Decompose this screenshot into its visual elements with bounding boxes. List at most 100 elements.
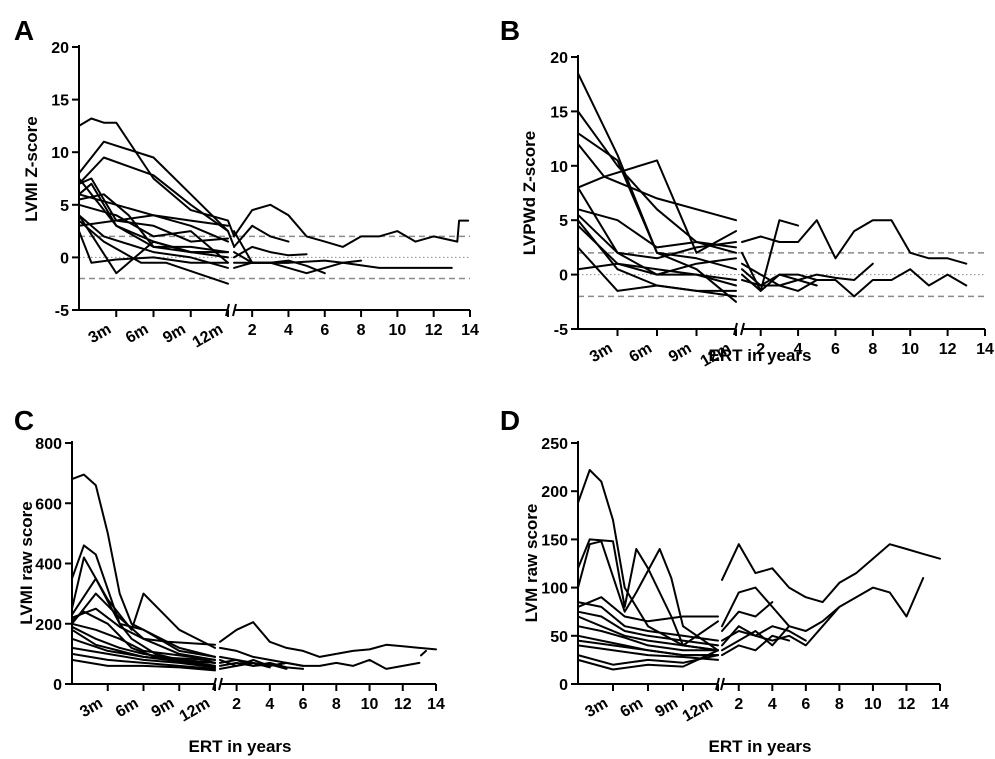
x-tick-label-years: 14 <box>931 696 949 713</box>
x-tick-label-years: 8 <box>332 696 341 713</box>
panel-label: B <box>500 15 520 46</box>
patient-trace-months <box>78 140 229 233</box>
x-tick-label-years: 4 <box>794 341 803 358</box>
y-tick-label: 200 <box>35 617 62 634</box>
patient-trace-months <box>71 607 216 646</box>
patient-trace-months <box>78 156 236 248</box>
x-axis-label: ERT in years <box>189 737 292 756</box>
y-tick-label: -5 <box>55 303 69 320</box>
patient-trace-years <box>219 621 437 658</box>
x-tick-label-years: 6 <box>801 696 810 713</box>
x-tick-label-years: 4 <box>284 322 293 339</box>
y-tick-label: 20 <box>51 40 69 57</box>
x-tick-label-months: 6m <box>626 340 655 366</box>
patient-trace-months <box>577 186 737 260</box>
patient-trace-months <box>577 224 737 287</box>
panel-c: 0 200 400 600 800 3m 6m 9m 12m 2 4 6 8 10 12 14 LVMI raw… <box>14 405 445 756</box>
y-tick-label: 10 <box>51 145 69 162</box>
patient-trace-months <box>577 538 719 647</box>
patient-trace-months <box>71 622 216 664</box>
y-tick-label: 800 <box>35 436 62 453</box>
x-tick-label-years: 6 <box>299 696 308 713</box>
y-tick-label: 100 <box>541 581 568 598</box>
axis-break-mark <box>740 322 745 336</box>
axis-break-mark <box>218 677 223 691</box>
patient-trace-months <box>577 143 737 222</box>
x-tick-label-years: 10 <box>361 696 379 713</box>
y-tick-label: 0 <box>60 250 69 267</box>
x-tick-label-months: 3m <box>86 321 115 347</box>
y-axis-label: LVMI Z-score <box>22 116 41 221</box>
y-tick-label: 0 <box>53 677 62 694</box>
patient-trace-years <box>233 224 290 248</box>
x-tick-label-years: 10 <box>388 322 406 339</box>
patient-trace-months <box>78 214 229 243</box>
x-tick-label-years: 6 <box>831 341 840 358</box>
panel-label: D <box>500 405 520 436</box>
patient-trace-months <box>577 644 719 661</box>
patient-trace-years <box>420 649 427 657</box>
patient-trace-years <box>721 601 774 632</box>
patient-trace-years <box>219 658 305 667</box>
patient-trace-months <box>71 556 216 649</box>
patient-trace-months <box>577 540 719 652</box>
y-tick-label: 150 <box>541 532 568 549</box>
patient-trace-years <box>721 625 791 652</box>
patient-trace-months <box>577 639 719 657</box>
x-tick-label-years: 12 <box>425 322 443 339</box>
y-tick-label: 200 <box>541 484 568 501</box>
y-tick-label: 5 <box>559 213 568 230</box>
y-tick-label: -5 <box>554 322 568 339</box>
x-tick-label-years: 4 <box>265 696 274 713</box>
patient-trace-months <box>78 214 229 269</box>
x-tick-label-months: 3m <box>77 695 106 721</box>
patient-trace-years <box>721 625 807 642</box>
patient-trace-months <box>71 652 216 670</box>
panel-label: C <box>14 405 34 436</box>
y-tick-label: 20 <box>550 50 568 67</box>
x-axis-label: ERT in years <box>709 737 812 756</box>
x-tick-label-years: 4 <box>768 696 777 713</box>
y-tick-label: 400 <box>35 557 62 574</box>
patient-trace-months <box>577 610 719 647</box>
x-tick-label-years: 8 <box>835 696 844 713</box>
patient-trace-months <box>71 610 216 661</box>
x-tick-label-years: 14 <box>461 322 479 339</box>
patient-trace-years <box>721 634 791 657</box>
y-tick-label: 0 <box>559 677 568 694</box>
patient-trace-months <box>577 72 737 303</box>
y-tick-label: 15 <box>550 104 568 121</box>
x-tick-label-years: 2 <box>248 322 257 339</box>
x-tick-label-years: 2 <box>232 696 241 713</box>
x-tick-label-years: 14 <box>976 341 994 358</box>
y-tick-label: 5 <box>60 198 69 215</box>
x-tick-label-months: 12m <box>177 695 213 726</box>
patient-trace-years <box>233 203 470 248</box>
patient-trace-months <box>577 601 719 642</box>
patient-trace-months <box>78 219 229 285</box>
y-tick-label: 250 <box>541 436 568 453</box>
x-tick-label-years: 12 <box>939 341 957 358</box>
patient-trace-years <box>233 261 290 269</box>
y-axis-label: LVMI raw score <box>17 501 36 624</box>
x-tick-label-years: 12 <box>898 696 916 713</box>
patient-trace-months <box>78 203 229 264</box>
x-tick-label-years: 14 <box>427 696 445 713</box>
y-axis-label: LVM raw score <box>522 504 541 623</box>
patient-trace-years <box>233 245 308 259</box>
patient-trace-months <box>577 110 737 254</box>
axis-break-mark <box>232 303 237 317</box>
axis-break-mark <box>720 677 725 691</box>
y-tick-label: 10 <box>550 159 568 176</box>
y-tick-label: 0 <box>559 268 568 285</box>
patient-trace-years <box>741 262 874 287</box>
patient-trace-months <box>577 615 719 652</box>
x-tick-label-months: 12m <box>190 321 226 352</box>
patient-trace-months <box>577 649 719 671</box>
x-tick-label-months: 9m <box>160 321 189 347</box>
x-tick-label-months: 9m <box>149 695 178 721</box>
patient-trace-years <box>219 646 288 664</box>
patient-trace-months <box>577 262 737 281</box>
